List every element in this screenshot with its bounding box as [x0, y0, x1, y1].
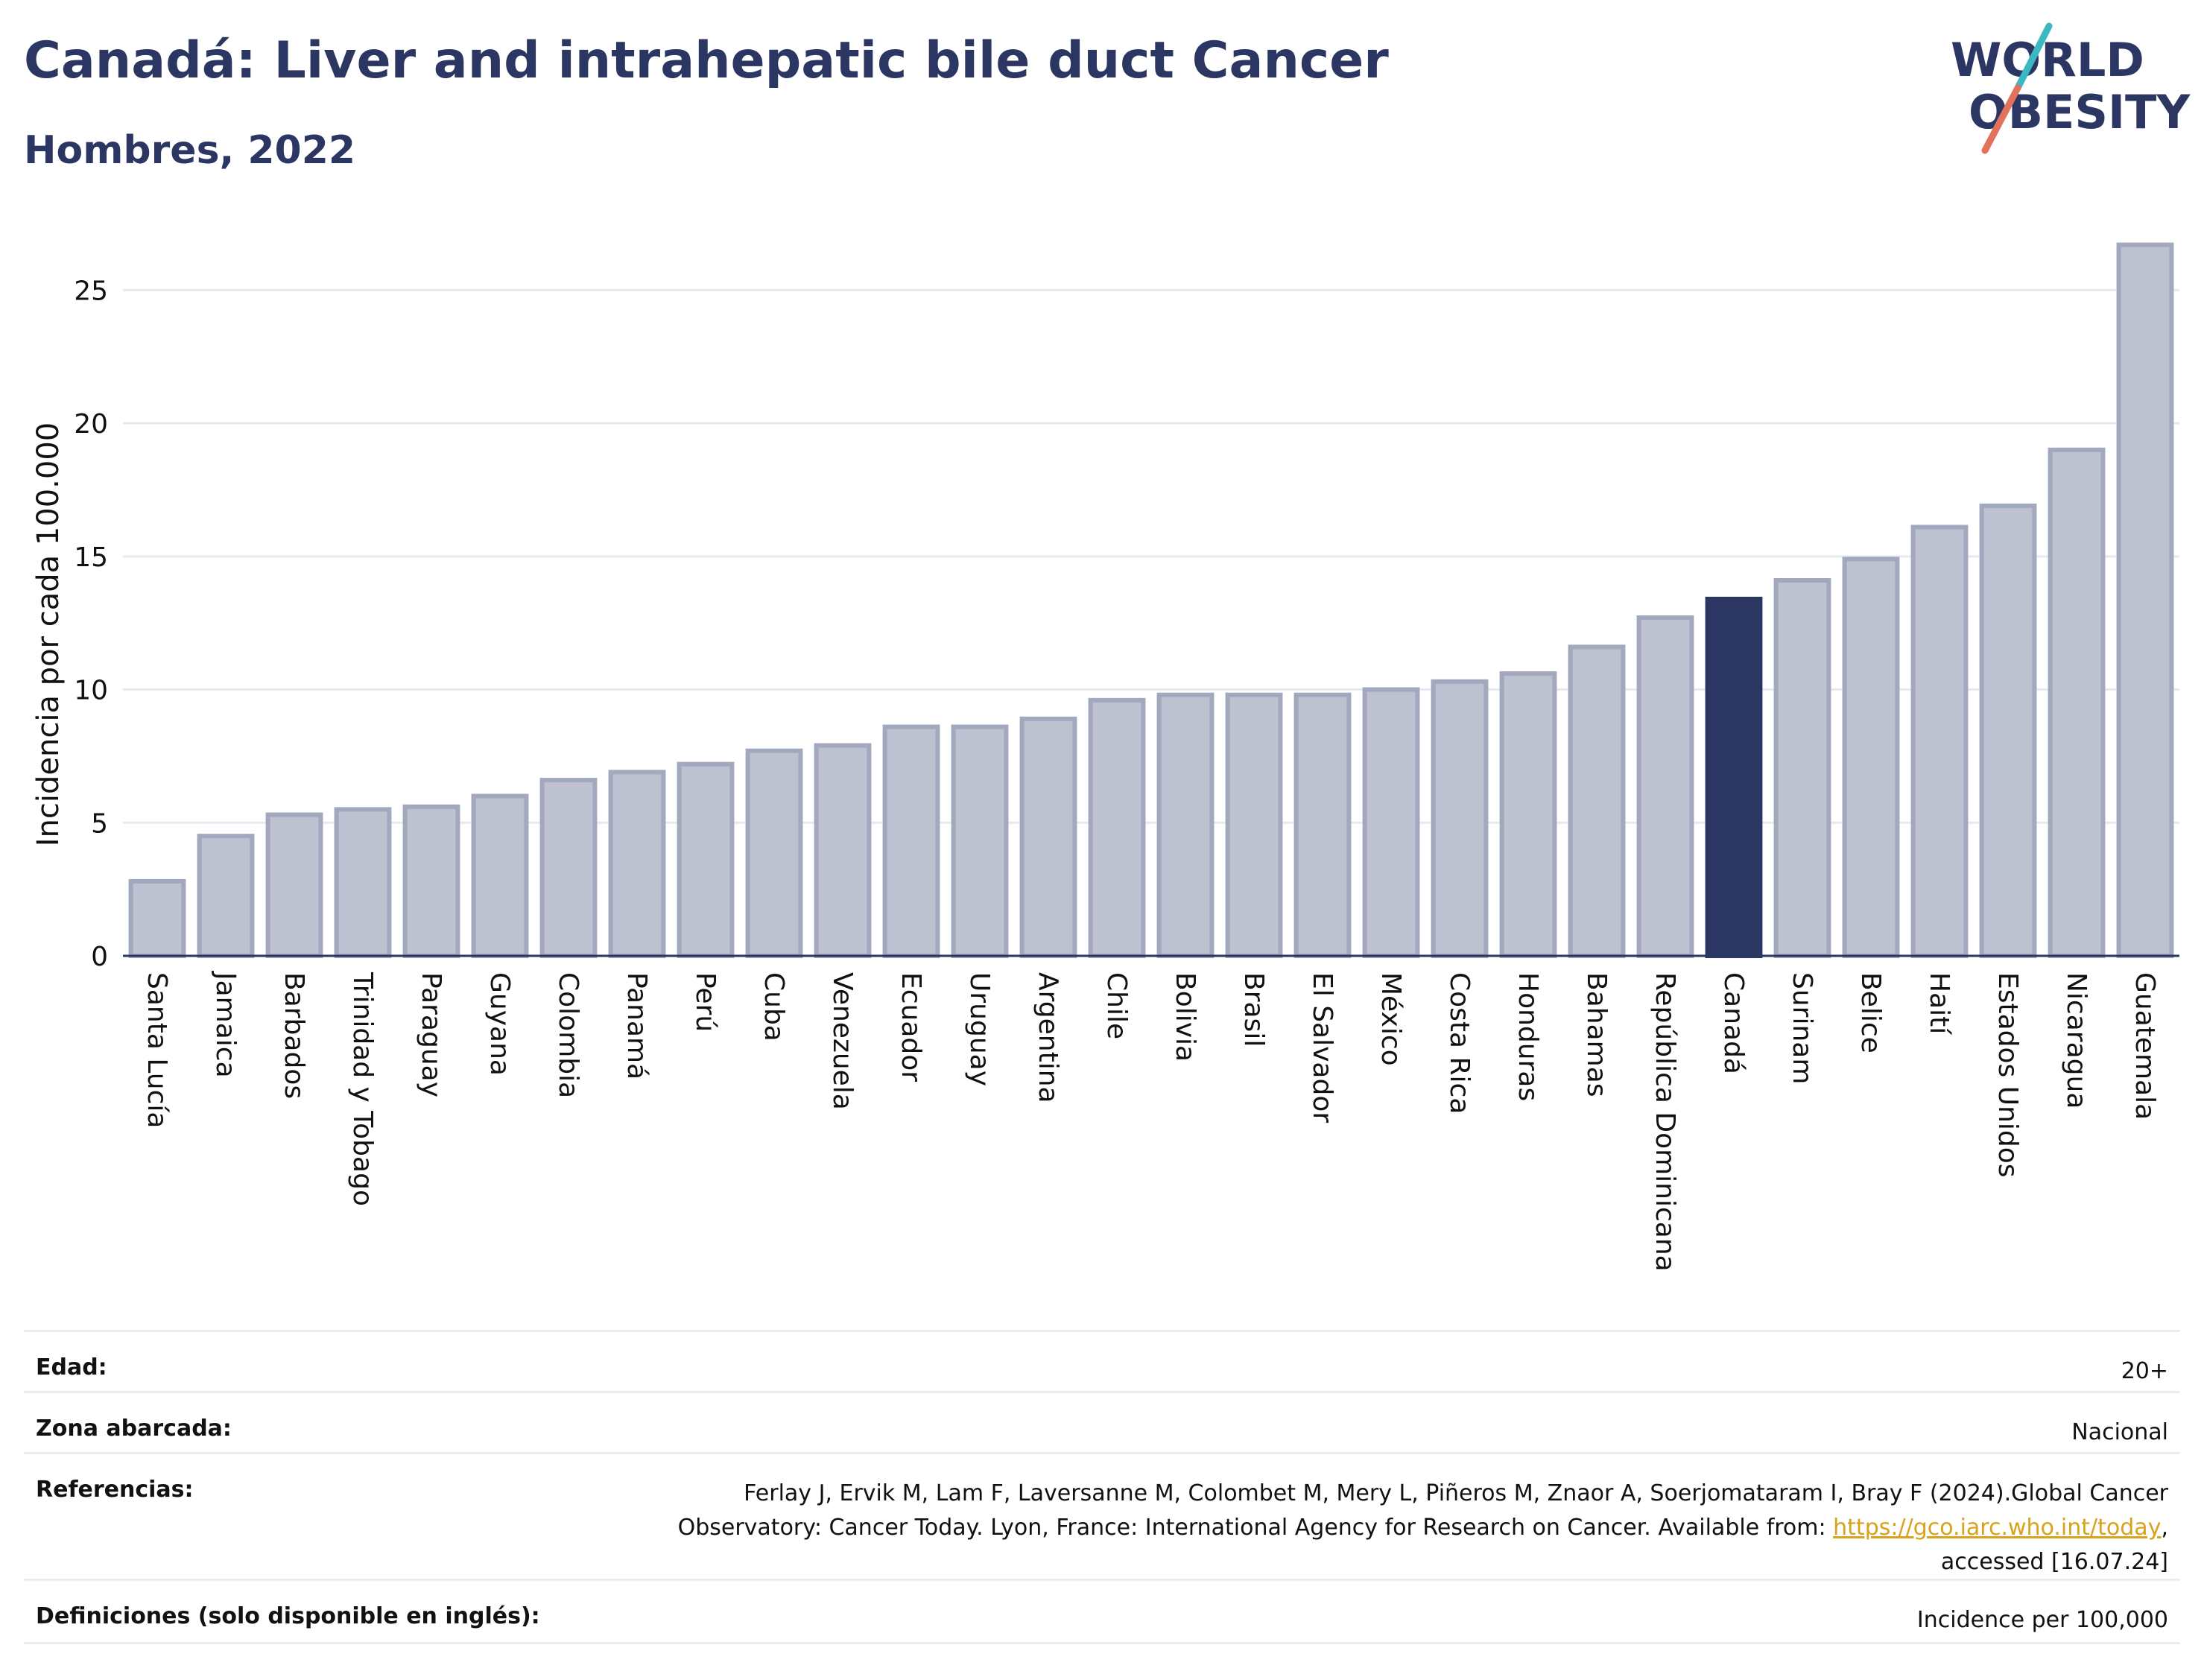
references-value: Ferlay J, Ervik M, Lam F, Laversanne M, …	[678, 1477, 2168, 1579]
x-tick-label: Panamá	[621, 972, 652, 1080]
x-tick-label: El Salvador	[1307, 972, 1337, 1123]
x-tick-label: Barbados	[279, 972, 309, 1099]
x-tick-label: Venezuela	[827, 972, 858, 1110]
bar-costa-rica	[1431, 679, 1489, 959]
bar-colombia	[539, 778, 598, 958]
bar-honduras	[1499, 671, 1557, 959]
area-value: Nacional	[2071, 1419, 2168, 1445]
x-tick-label: Belice	[1855, 972, 1886, 1053]
meta-row-age: Edad: 20+	[24, 1330, 2180, 1393]
bar-cuba	[745, 748, 803, 958]
bar-canadá	[1705, 597, 1763, 959]
references-line-2: Observatory: Cancer Today. Lyon, France:…	[678, 1511, 2168, 1545]
x-tick-label: Paraguay	[416, 972, 446, 1097]
world-obesity-logo: WORLD OBESITY	[1951, 22, 2191, 154]
x-axis-ticks: Santa Lucía Jamaica Barbados Trinidad y Tob…	[142, 971, 2160, 1272]
age-value: 20+	[2121, 1358, 2168, 1384]
x-tick-label: Trinidad y Tobago	[347, 971, 378, 1206]
logo-slash-coral-icon	[1981, 84, 2021, 154]
x-tick-label: Colombia	[553, 972, 583, 1098]
chart-subtitle: Hombres, 2022	[24, 128, 356, 173]
bar-haití	[1910, 524, 1969, 958]
gridlines	[123, 288, 2179, 824]
x-tick-label: Cuba	[759, 972, 789, 1042]
area-label: Zona abarcada:	[36, 1416, 232, 1442]
x-tick-label: Jamaica	[210, 971, 241, 1078]
bar-bahamas	[1568, 644, 1626, 958]
bar-surinam	[1773, 577, 1831, 958]
y-axis-label: Incidencia por cada 100.000	[31, 422, 66, 847]
bar-chart: 0 5 10 15 20 25 Santa Lucía Jamaica Barbados Tri…	[31, 242, 2179, 1272]
logo-word-1: WORLD	[1951, 33, 2144, 87]
y-tick-label: 10	[74, 676, 108, 706]
x-tick-label: Guyana	[484, 972, 515, 1076]
bar-méxico	[1362, 687, 1420, 959]
meta-row-area: Zona abarcada: Nacional	[24, 1391, 2180, 1454]
bar-chile	[1088, 697, 1146, 958]
bar-república-dominicana	[1636, 615, 1694, 958]
definitions-value: Incidence per 100,000	[1916, 1607, 2168, 1633]
bar-barbados	[265, 812, 323, 958]
x-tick-label: Brasil	[1238, 972, 1269, 1047]
x-tick-label: Guatemala	[2129, 972, 2160, 1120]
y-tick-label: 20	[74, 409, 108, 440]
bar-perú	[677, 761, 735, 958]
y-tick-label: 25	[74, 276, 108, 306]
x-tick-label: Bolivia	[1170, 972, 1200, 1062]
bar-trinidad-y-tobago	[334, 807, 392, 959]
references-comma: ,	[2161, 1515, 2168, 1541]
y-tick-label: 15	[74, 542, 108, 573]
bar-argentina	[1019, 716, 1077, 959]
x-tick-label: Argentina	[1033, 972, 1063, 1103]
x-tick-label: Costa Rica	[1444, 972, 1475, 1114]
bar-guatemala	[2116, 242, 2174, 958]
bar-estados-unidos	[1979, 503, 2037, 958]
x-tick-label: Nicaragua	[2061, 972, 2091, 1109]
x-tick-label: Estados Unidos	[1992, 972, 2023, 1178]
x-tick-label: Haití	[1924, 972, 1954, 1035]
x-tick-label: Ecuador	[896, 972, 926, 1082]
x-tick-label: Honduras	[1513, 972, 1543, 1101]
references-line-1: Ferlay J, Ervik M, Lam F, Laversanne M, …	[744, 1480, 2168, 1506]
chart-title: Canadá: Liver and intrahepatic bile duct…	[24, 31, 1389, 90]
bar-belice	[1842, 557, 1900, 958]
bar-nicaragua	[2048, 447, 2106, 958]
bar-el-salvador	[1293, 692, 1352, 958]
x-tick-label: México	[1375, 972, 1406, 1066]
bar-brasil	[1225, 692, 1283, 958]
bar-uruguay	[951, 724, 1009, 959]
bar-jamaica	[197, 834, 255, 959]
x-tick-label: Uruguay	[964, 972, 995, 1086]
y-tick-label: 0	[91, 942, 108, 972]
meta-row-definitions: Definiciones (solo disponible en inglés)…	[24, 1579, 2180, 1644]
bar-santa-lucía	[128, 878, 186, 958]
x-tick-label: Santa Lucía	[142, 972, 172, 1128]
bar-bolivia	[1156, 692, 1215, 958]
x-tick-label: República Dominicana	[1650, 972, 1680, 1272]
bar-venezuela	[814, 743, 872, 958]
bars	[128, 242, 2174, 959]
bar-guyana	[471, 793, 529, 958]
references-label: Referencias:	[36, 1477, 194, 1503]
x-tick-label: Canadá	[1718, 972, 1749, 1074]
meta-row-references: Referencias: Ferlay J, Ervik M, Lam F, L…	[24, 1452, 2180, 1581]
x-tick-label: Perú	[690, 972, 721, 1032]
x-tick-label: Bahamas	[1581, 972, 1612, 1097]
bar-paraguay	[402, 804, 460, 958]
x-tick-label: Surinam	[1787, 972, 1817, 1084]
bar-ecuador	[882, 724, 940, 959]
y-tick-label: 5	[91, 808, 108, 839]
definitions-label: Definiciones (solo disponible en inglés)…	[36, 1603, 540, 1629]
references-text: Observatory: Cancer Today. Lyon, France:…	[677, 1515, 1834, 1541]
age-label: Edad:	[36, 1354, 107, 1381]
references-line-3: accessed [16.07.24]	[1940, 1549, 2168, 1575]
x-tick-label: Chile	[1101, 972, 1132, 1039]
logo-slash-teal-icon	[2014, 22, 2053, 92]
y-axis-ticks: 0 5 10 15 20 25	[74, 276, 108, 972]
references-link[interactable]: https://gco.iarc.who.int/today	[1833, 1515, 2162, 1541]
bar-panamá	[608, 770, 666, 958]
